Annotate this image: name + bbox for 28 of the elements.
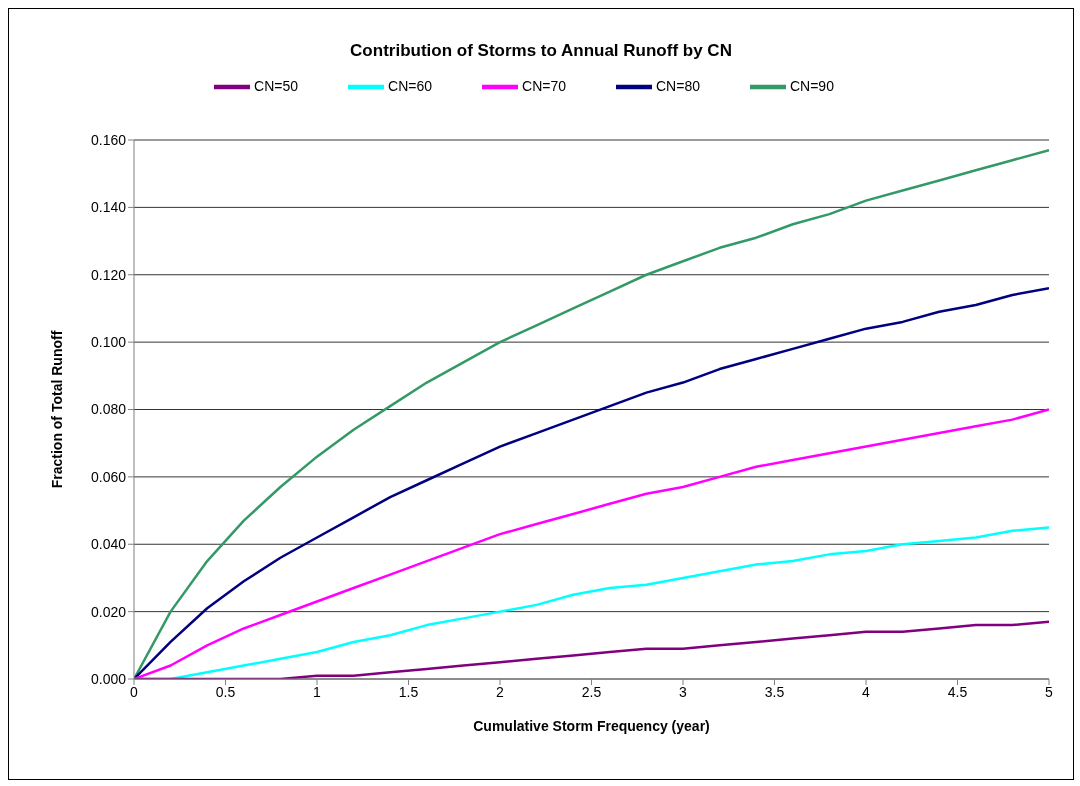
x-tick-label: 2 <box>496 683 505 700</box>
x-tick-label: 4 <box>862 683 871 700</box>
y-tick-label: 0.160 <box>90 131 127 148</box>
y-tick-label: 0.080 <box>90 401 127 418</box>
x-tick-label: 5 <box>1045 683 1054 700</box>
x-tick-label: 1.5 <box>398 683 419 700</box>
x-tick-label: 3.5 <box>764 683 785 700</box>
y-tick-label: 0.040 <box>90 536 127 553</box>
x-tick-label: 4.5 <box>947 683 968 700</box>
legend-label: CN=80 <box>655 77 700 94</box>
legend-label: CN=90 <box>789 77 834 94</box>
y-tick-label: 0.020 <box>90 603 127 620</box>
y-tick-label: 0.060 <box>90 468 127 485</box>
legend-label: CN=70 <box>522 77 566 94</box>
legend-label: CN=60 <box>388 77 433 94</box>
x-tick-label: 2.5 <box>581 683 602 700</box>
y-tick-label: 0.000 <box>90 670 127 687</box>
chart-title: Contribution of Storms to Annual Runoff by CN <box>349 41 733 61</box>
x-tick-label: 1 <box>313 683 322 700</box>
legend-label: CN=50 <box>254 77 299 94</box>
x-tick-label: 3 <box>679 683 688 700</box>
y-tick-label: 0.100 <box>90 334 127 351</box>
x-tick-label: 0 <box>130 683 139 700</box>
y-axis-title: Fraction of Total Runoff <box>48 330 65 489</box>
y-tick-label: 0.120 <box>90 266 127 283</box>
y-tick-label: 0.140 <box>90 199 127 216</box>
x-tick-label: 0.5 <box>215 683 236 700</box>
x-axis-title: Cumulative Storm Frequency (year) <box>473 718 710 734</box>
